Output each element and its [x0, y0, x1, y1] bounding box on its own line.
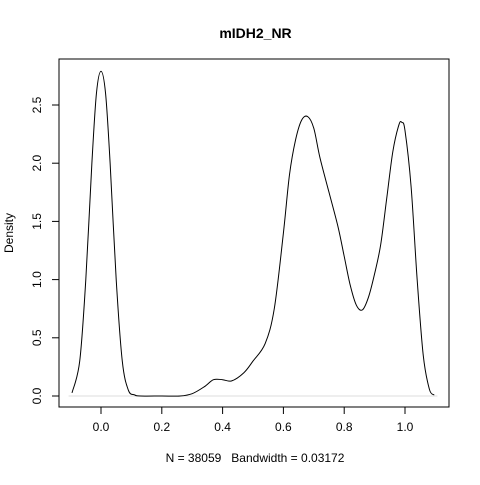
y-tick-label: 1.5	[30, 213, 44, 230]
x-tick-label: 1.0	[397, 420, 414, 434]
y-axis: 0.0 0.5 1.0 1.5 2.0 2.5	[30, 96, 60, 404]
y-tick-label: 0.5	[30, 329, 44, 346]
y-tick-label: 1.0	[30, 271, 44, 288]
y-axis-label: Density	[2, 213, 16, 253]
x-axis-label: N = 38059 Bandwidth = 0.03172	[166, 451, 345, 465]
y-tick-label: 2.5	[30, 96, 44, 113]
plot-area-frame	[58, 58, 450, 408]
x-tick-label: 0.4	[214, 420, 231, 434]
y-tick-label: 0.0	[30, 387, 44, 404]
x-tick-label: 0.8	[336, 420, 353, 434]
x-tick-label: 0.6	[275, 420, 292, 434]
chart-title: mIDH2_NR	[219, 25, 291, 41]
x-axis: 0.0 0.2 0.4 0.6 0.8 1.0	[93, 406, 414, 434]
x-tick-label: 0.0	[93, 420, 110, 434]
x-tick-label: 0.2	[153, 420, 170, 434]
density-curve	[71, 70, 435, 397]
y-tick-label: 2.0	[30, 155, 44, 172]
